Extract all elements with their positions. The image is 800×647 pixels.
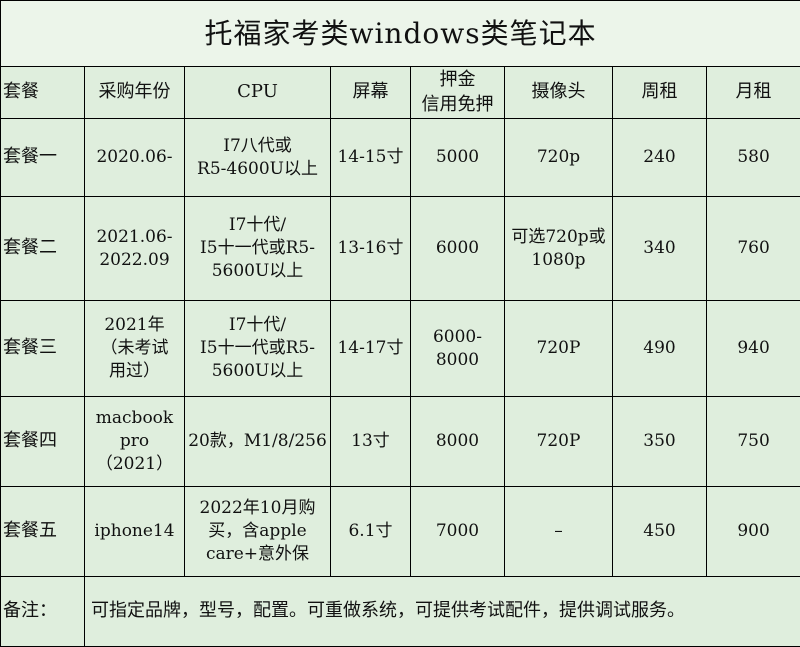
purchase-year: 2021年 （未考试 用过） — [84, 300, 185, 397]
note-text: 可指定品牌，型号，配置。可重做系统，可提供考试配件，提供调试服务。 — [83, 576, 800, 647]
deposit-line: 7000 — [435, 521, 480, 542]
screen-size-line: 13寸 — [351, 431, 390, 452]
table-row: 套餐一 2020.06- I7八代或 R5-4600U以上 14-15寸 5000 720p… — [0, 118, 800, 197]
package-name: 套餐二 — [0, 196, 85, 301]
purchase-year: 2021.06- 2022.09 — [84, 196, 185, 301]
cpu-spec: I7十代/I5十一代或R5- 5600U以上 — [184, 196, 331, 301]
note-row: 备注： 可指定品牌，型号，配置。可重做系统，可提供考试配件，提供调试服务。 — [0, 576, 800, 647]
purchase-year-line: 2020.06- — [96, 147, 173, 168]
camera: 720P — [504, 396, 613, 487]
cpu-spec-line: I5十一代或R5- — [200, 338, 315, 359]
header-package: 套餐 — [0, 66, 85, 119]
monthly-rent: 940 — [705, 300, 800, 397]
camera-line: 720P — [536, 338, 581, 359]
purchase-year: macbook pro （2021） — [84, 396, 185, 487]
camera-line: 可选720p或 — [511, 226, 606, 247]
camera: – — [504, 486, 613, 577]
package-name: 套餐三 — [0, 300, 85, 397]
table-row: 套餐三 2021年 （未考试 用过） I7十代/I5十一代或R5- 5600U以上 14-1… — [0, 300, 800, 397]
weekly-rent: 350 — [612, 396, 707, 487]
purchase-year-line: pro — [119, 431, 150, 452]
purchase-year-line: 2021.06- — [96, 226, 173, 247]
purchase-year: iphone14 — [84, 486, 185, 577]
weekly-rent: 490 — [612, 300, 707, 397]
deposit-line: 5000 — [435, 147, 480, 168]
cpu-spec-line: 2022年10月购 — [199, 498, 316, 519]
monthly-rent: 760 — [705, 196, 800, 301]
screen-size: 13寸 — [330, 396, 411, 487]
screen-size-line: 6.1寸 — [348, 521, 393, 542]
table-row: 套餐五 iphone14 2022年10月购 买，含apple care+意外保 6.1寸… — [0, 486, 800, 577]
camera: 720p — [504, 118, 613, 197]
table-row: 套餐二 2021.06- 2022.09 I7十代/I5十一代或R5- 5600U以上 1… — [0, 196, 800, 301]
header-purchase-year: 采购年份 — [84, 66, 185, 119]
cpu-spec: I7八代或 R5-4600U以上 — [184, 118, 331, 197]
package-name: 套餐一 — [0, 118, 85, 197]
cpu-spec-line: 5600U以上 — [211, 260, 304, 281]
header-monthly-rent: 月租 — [705, 66, 800, 119]
purchase-year-line: 用过） — [109, 360, 160, 381]
monthly-rent: 900 — [705, 486, 800, 577]
weekly-rent: 340 — [612, 196, 707, 301]
purchase-year-line: （2021） — [95, 453, 174, 474]
package-name: 套餐五 — [0, 486, 85, 577]
screen-size: 14-17寸 — [330, 300, 411, 397]
purchase-year-line: 2021年 — [104, 315, 165, 336]
header-row: 套餐 采购年份 CPU 屏幕 押金 信用免押 摄像头 周租 月租 — [0, 66, 800, 119]
deposit-line: 8000 — [435, 349, 480, 370]
screen-size: 13-16寸 — [330, 196, 411, 301]
weekly-rent: 240 — [612, 118, 707, 197]
screen-size-line: 14-15寸 — [337, 147, 404, 168]
deposit: 6000 — [410, 196, 505, 301]
cpu-spec: 20款，M1/8/256 — [184, 396, 331, 487]
camera-line: 1080p — [531, 249, 586, 270]
deposit-line: 6000- — [432, 326, 482, 347]
cpu-spec-line: I7八代或 — [223, 135, 292, 156]
table-row: 套餐四 macbook pro （2021） 20款，M1/8/256 13寸 8000 72… — [0, 396, 800, 487]
package-name: 套餐四 — [0, 396, 85, 487]
purchase-year: 2020.06- — [84, 118, 185, 197]
monthly-rent: 750 — [705, 396, 800, 487]
deposit-line: 6000 — [435, 238, 480, 259]
weekly-rent: 450 — [612, 486, 707, 577]
cpu-spec-line: R5-4600U以上 — [197, 158, 318, 179]
screen-size: 14-15寸 — [330, 118, 411, 197]
camera-line: 720p — [536, 147, 581, 168]
purchase-year-line: 2022.09 — [99, 249, 170, 270]
screen-size-line: 14-17寸 — [337, 338, 404, 359]
deposit-line: 8000 — [435, 431, 480, 452]
header-camera: 摄像头 — [504, 66, 613, 119]
header-cpu: CPU — [184, 66, 331, 119]
screen-size-line: 13-16寸 — [337, 238, 404, 259]
monthly-rent: 580 — [705, 118, 800, 197]
purchase-year-line: （未考试 — [100, 338, 169, 359]
table-title: 托福家考类windows类笔记本 — [0, 0, 800, 67]
cpu-spec: 2022年10月购 买，含apple care+意外保 — [184, 486, 331, 577]
note-label: 备注： — [0, 576, 85, 647]
cpu-spec-line: 买，含apple — [208, 521, 307, 542]
header-weekly-rent: 周租 — [612, 66, 707, 119]
cpu-spec-line: I7十代/ — [228, 315, 287, 336]
header-deposit: 押金 信用免押 — [410, 66, 505, 119]
camera-line: 720P — [536, 431, 581, 452]
screen-size: 6.1寸 — [330, 486, 411, 577]
deposit: 8000 — [410, 396, 505, 487]
deposit: 7000 — [410, 486, 505, 577]
cpu-spec-line: I5十一代或R5- — [200, 238, 315, 259]
camera-line: – — [554, 521, 563, 542]
purchase-year-line: iphone14 — [94, 521, 175, 542]
camera: 720P — [504, 300, 613, 397]
cpu-spec-line: 5600U以上 — [211, 360, 304, 381]
header-screen: 屏幕 — [330, 66, 411, 119]
deposit: 6000- 8000 — [410, 300, 505, 397]
cpu-spec-line: I7十代/ — [228, 215, 287, 236]
cpu-spec-line: 20款，M1/8/256 — [188, 431, 327, 452]
camera: 可选720p或 1080p — [504, 196, 613, 301]
purchase-year-line: macbook — [95, 408, 174, 429]
cpu-spec-line: care+意外保 — [205, 543, 310, 564]
cpu-spec: I7十代/I5十一代或R5- 5600U以上 — [184, 300, 331, 397]
deposit: 5000 — [410, 118, 505, 197]
